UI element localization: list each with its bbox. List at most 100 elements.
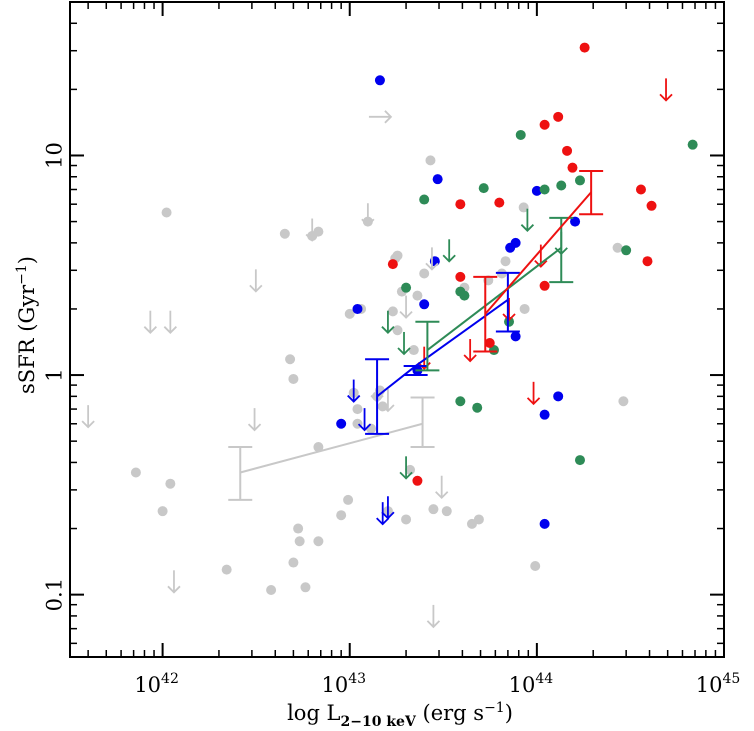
arrow-head — [381, 404, 395, 413]
green-point — [455, 396, 466, 407]
gray-point — [313, 536, 324, 547]
gray-point — [352, 404, 363, 415]
arrow-head — [376, 517, 390, 526]
upper-limit-arrow — [347, 379, 361, 403]
blue-binned-errorbar — [495, 271, 520, 333]
arrow-head — [305, 233, 319, 242]
blue-point — [419, 299, 430, 310]
red-point — [562, 145, 573, 156]
upper-limit-arrow — [426, 604, 441, 629]
gray-point — [530, 561, 541, 572]
gray-point — [612, 242, 623, 253]
upper-limit-arrow — [435, 475, 449, 500]
gray-point — [519, 303, 530, 314]
gray-point — [161, 207, 172, 218]
arrow-head — [163, 326, 177, 334]
minor-ticks — [70, 1, 724, 657]
y-tick-labels: 0.1 1 10 — [42, 142, 66, 611]
arrow-head — [384, 110, 393, 124]
blue-point — [374, 75, 385, 86]
upper-limit-arrow — [425, 247, 439, 271]
gray-point — [428, 504, 439, 515]
green-binned-errorbar — [415, 320, 440, 372]
arrow-head — [502, 313, 516, 322]
red-point — [579, 42, 590, 53]
arrow-head — [143, 326, 157, 334]
y-tick-label: 10 — [42, 142, 66, 169]
gray-point — [288, 557, 299, 568]
arrow-head — [526, 397, 541, 406]
arrow-head — [357, 423, 372, 432]
blue-binned-errorbar — [365, 358, 390, 435]
red-point — [635, 184, 646, 195]
gray-point — [441, 506, 452, 517]
red-point — [484, 337, 495, 348]
red-point — [494, 197, 505, 208]
arrow-head — [425, 262, 439, 271]
upper-limit-arrow — [381, 496, 395, 520]
data-points — [130, 42, 698, 595]
gray-point — [392, 325, 403, 336]
arrow-head — [659, 93, 673, 102]
green-binned-line — [426, 246, 562, 351]
arrow-head — [167, 585, 181, 594]
gray-point — [313, 226, 324, 237]
x-tick-label: 1042 — [134, 671, 179, 697]
upper-limit-arrow — [520, 208, 535, 232]
arrow-head — [399, 471, 413, 480]
y-tick-label: 0.1 — [42, 578, 66, 611]
binned-trends — [228, 169, 604, 501]
y-tick-label: 1 — [42, 368, 66, 381]
red-point — [539, 280, 550, 291]
gray-point — [518, 202, 529, 213]
arrow-head — [347, 394, 361, 403]
upper-limit-arrow — [502, 297, 516, 322]
green-point — [621, 245, 632, 256]
upper-limit-arrow — [381, 310, 395, 334]
blue-point — [553, 391, 564, 402]
red-binned-errorbar — [473, 275, 498, 353]
gray-point — [221, 564, 232, 575]
arrow-head — [381, 511, 395, 520]
arrow-head — [249, 284, 263, 293]
arrow-head — [435, 491, 449, 500]
blue-point — [352, 303, 363, 314]
red-point — [539, 119, 550, 130]
blue-point — [510, 331, 521, 342]
blue-point — [570, 216, 581, 227]
gray-point — [408, 345, 419, 356]
red-point — [567, 162, 578, 173]
gray-point — [387, 306, 398, 317]
gray-point — [366, 423, 377, 434]
upper-limit-arrow — [247, 408, 262, 432]
y-axis-label: sSFR (Gyr−1) — [14, 256, 39, 394]
gray-point — [288, 373, 299, 384]
red-binned-line — [484, 191, 592, 315]
upper-limit-arrow — [305, 218, 319, 242]
x-tick-label: 1044 — [509, 671, 554, 697]
gray-point — [412, 290, 423, 301]
red-point — [455, 199, 466, 210]
major-ticks — [70, 2, 725, 657]
green-point — [478, 183, 489, 194]
gray-point — [157, 506, 168, 517]
green-point — [515, 129, 526, 140]
red-binned-errorbar — [579, 169, 604, 216]
upper-limit-arrow — [526, 381, 541, 406]
gray-point — [285, 354, 296, 365]
upper-limit-arrow — [143, 310, 157, 334]
gray-point — [165, 478, 176, 489]
gray-point — [392, 250, 403, 261]
red-point — [646, 200, 657, 211]
red-point — [455, 271, 466, 282]
gray-point — [130, 467, 141, 478]
plot-frame — [69, 1, 725, 658]
arrow-head — [397, 347, 411, 356]
green-point — [574, 175, 585, 186]
green-point — [459, 290, 470, 301]
x-tick-label: 1043 — [321, 671, 366, 697]
gray-binned-line — [239, 422, 423, 474]
gray-point — [473, 514, 484, 525]
arrow-head — [399, 310, 413, 319]
